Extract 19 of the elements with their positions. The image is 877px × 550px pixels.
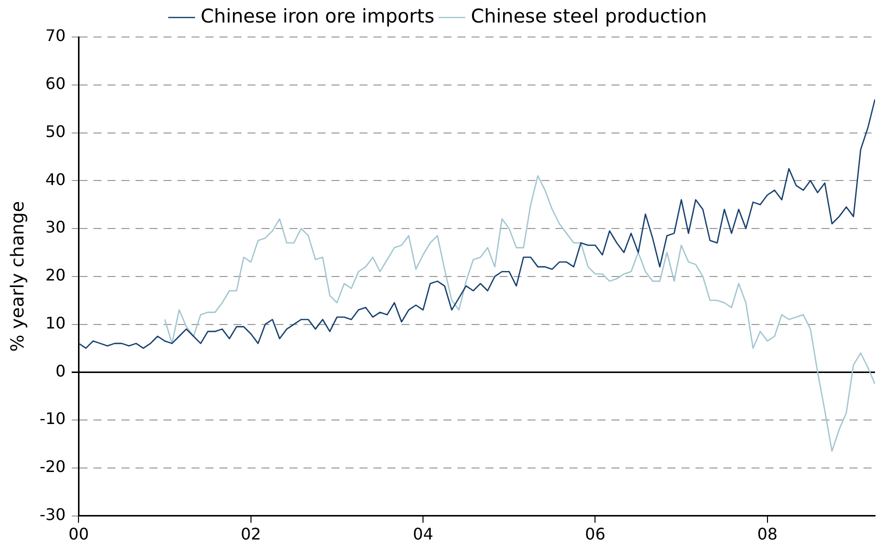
- x-tick-label: 00: [68, 524, 89, 544]
- x-tick-label: 06: [585, 524, 606, 544]
- y-tick-label: -30: [40, 504, 66, 524]
- y-tick-label: 40: [45, 170, 66, 189]
- y-tick-label: 60: [45, 74, 66, 94]
- y-tick-label: 70: [45, 26, 66, 46]
- y-tick-label: 20: [45, 266, 66, 285]
- y-axis-title: % yearly change: [7, 201, 28, 352]
- y-tick-label: 50: [45, 122, 66, 141]
- legend-label: Chinese steel production: [470, 5, 707, 28]
- x-tick-label: 08: [757, 524, 778, 544]
- legend-label: Chinese iron ore imports: [200, 5, 434, 28]
- y-tick-label: 30: [45, 218, 66, 237]
- y-tick-label: 0: [56, 361, 66, 380]
- x-tick-label: 02: [240, 524, 262, 544]
- x-tick-label: 04: [412, 524, 434, 544]
- y-tick-label: -10: [40, 409, 66, 428]
- y-tick-label: 10: [45, 313, 66, 332]
- y-tick-label: -20: [40, 457, 66, 476]
